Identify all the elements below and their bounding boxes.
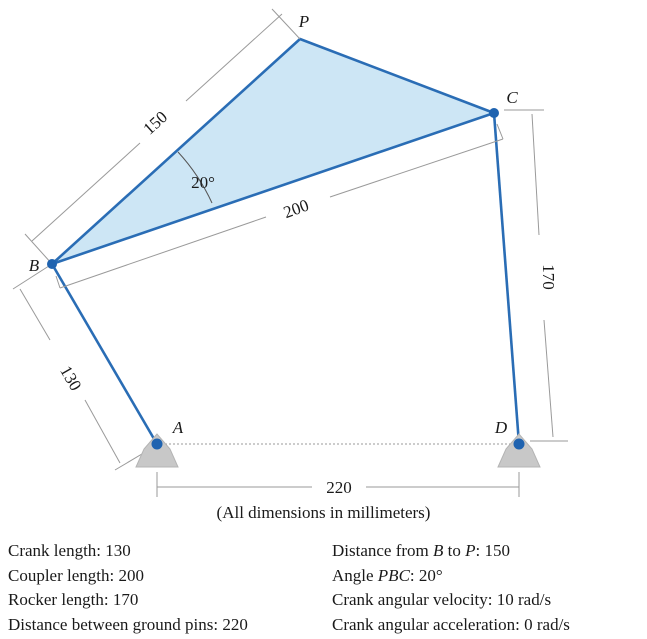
angle-arc xyxy=(177,151,213,204)
spec-angle-name: PBC xyxy=(377,565,410,585)
spec-value: 150 xyxy=(484,541,511,560)
dimension-bp xyxy=(24,8,301,265)
spec-label-part: : xyxy=(475,541,481,560)
spec-value: 130 xyxy=(105,541,131,560)
crank-link xyxy=(50,263,159,445)
spec-distance-bp: Distance from B to P: 150 xyxy=(332,539,570,564)
spec-value: 0 rad/s xyxy=(524,614,570,634)
spec-label: Crank angular acceleration: xyxy=(332,614,520,634)
spec-label: Crank length: xyxy=(8,541,102,560)
spec-point-p: P xyxy=(465,541,476,560)
spec-coupler-length: Coupler length: 200 xyxy=(8,564,248,589)
spec-value: 220 xyxy=(222,614,248,634)
point-label-c: C xyxy=(506,88,518,107)
point-label-d: D xyxy=(494,418,508,437)
spec-label-part: to xyxy=(443,541,466,560)
spec-crank-velocity: Crank angular velocity: 10 rad/s xyxy=(332,588,570,613)
dimension-ab xyxy=(12,263,153,471)
dimension-ad-label: 220 xyxy=(326,478,352,497)
point-label-a: A xyxy=(172,418,184,437)
spec-label: Crank angular velocity: xyxy=(332,590,493,609)
joint-b xyxy=(47,259,57,269)
specs-left-column: Crank length: 130 Coupler length: 200 Ro… xyxy=(8,539,248,637)
spec-value: 20° xyxy=(418,565,443,585)
joint-d xyxy=(513,438,525,450)
spec-crank-acceleration: Crank angular acceleration: 0 rad/s xyxy=(332,613,570,638)
dimension-bp-label: 150 xyxy=(139,107,171,138)
dimension-ab-label: 130 xyxy=(56,362,85,394)
spec-value: 170 xyxy=(112,590,139,609)
ground-support-d xyxy=(497,433,541,468)
spec-label: Rocker length: xyxy=(8,590,109,609)
joint-a xyxy=(151,438,163,450)
spec-value: 200 xyxy=(118,565,144,585)
spec-label-part: Distance from xyxy=(332,541,434,560)
spec-label: Distance between ground pins: xyxy=(8,614,219,634)
spec-ground-distance: Distance between ground pins: 220 xyxy=(8,613,248,638)
dimension-ad xyxy=(156,472,520,497)
specs-right-column: Distance from B to P: 150 Angle PBC: 20°… xyxy=(332,539,570,637)
spec-value: 10 rad/s xyxy=(496,590,552,609)
spec-crank-length: Crank length: 130 xyxy=(8,539,248,564)
point-label-b: B xyxy=(29,256,40,275)
spec-angle-pbc: Angle PBC: 20° xyxy=(332,564,570,589)
spec-label: Coupler length: xyxy=(8,565,115,585)
ground-support-a xyxy=(135,433,179,468)
point-label-p: P xyxy=(298,12,309,31)
spec-label-part: Angle xyxy=(332,565,378,585)
joint-c xyxy=(489,108,499,118)
spec-point-b: B xyxy=(433,541,444,560)
coupler-triangle xyxy=(50,37,496,266)
units-caption: (All dimensions in millimeters) xyxy=(216,503,431,522)
four-bar-linkage-diagram: 150 200 20° 130 170 xyxy=(12,8,568,497)
spec-rocker-length: Rocker length: 170 xyxy=(8,588,248,613)
spec-label-part: : xyxy=(409,565,415,585)
dimension-bc-label: 200 xyxy=(281,196,311,223)
angle-label: 20° xyxy=(191,173,215,192)
dimension-cd xyxy=(504,109,568,442)
rocker-link xyxy=(492,112,521,445)
dimension-cd-label: 170 xyxy=(539,264,558,290)
dimension-bc xyxy=(55,123,504,289)
